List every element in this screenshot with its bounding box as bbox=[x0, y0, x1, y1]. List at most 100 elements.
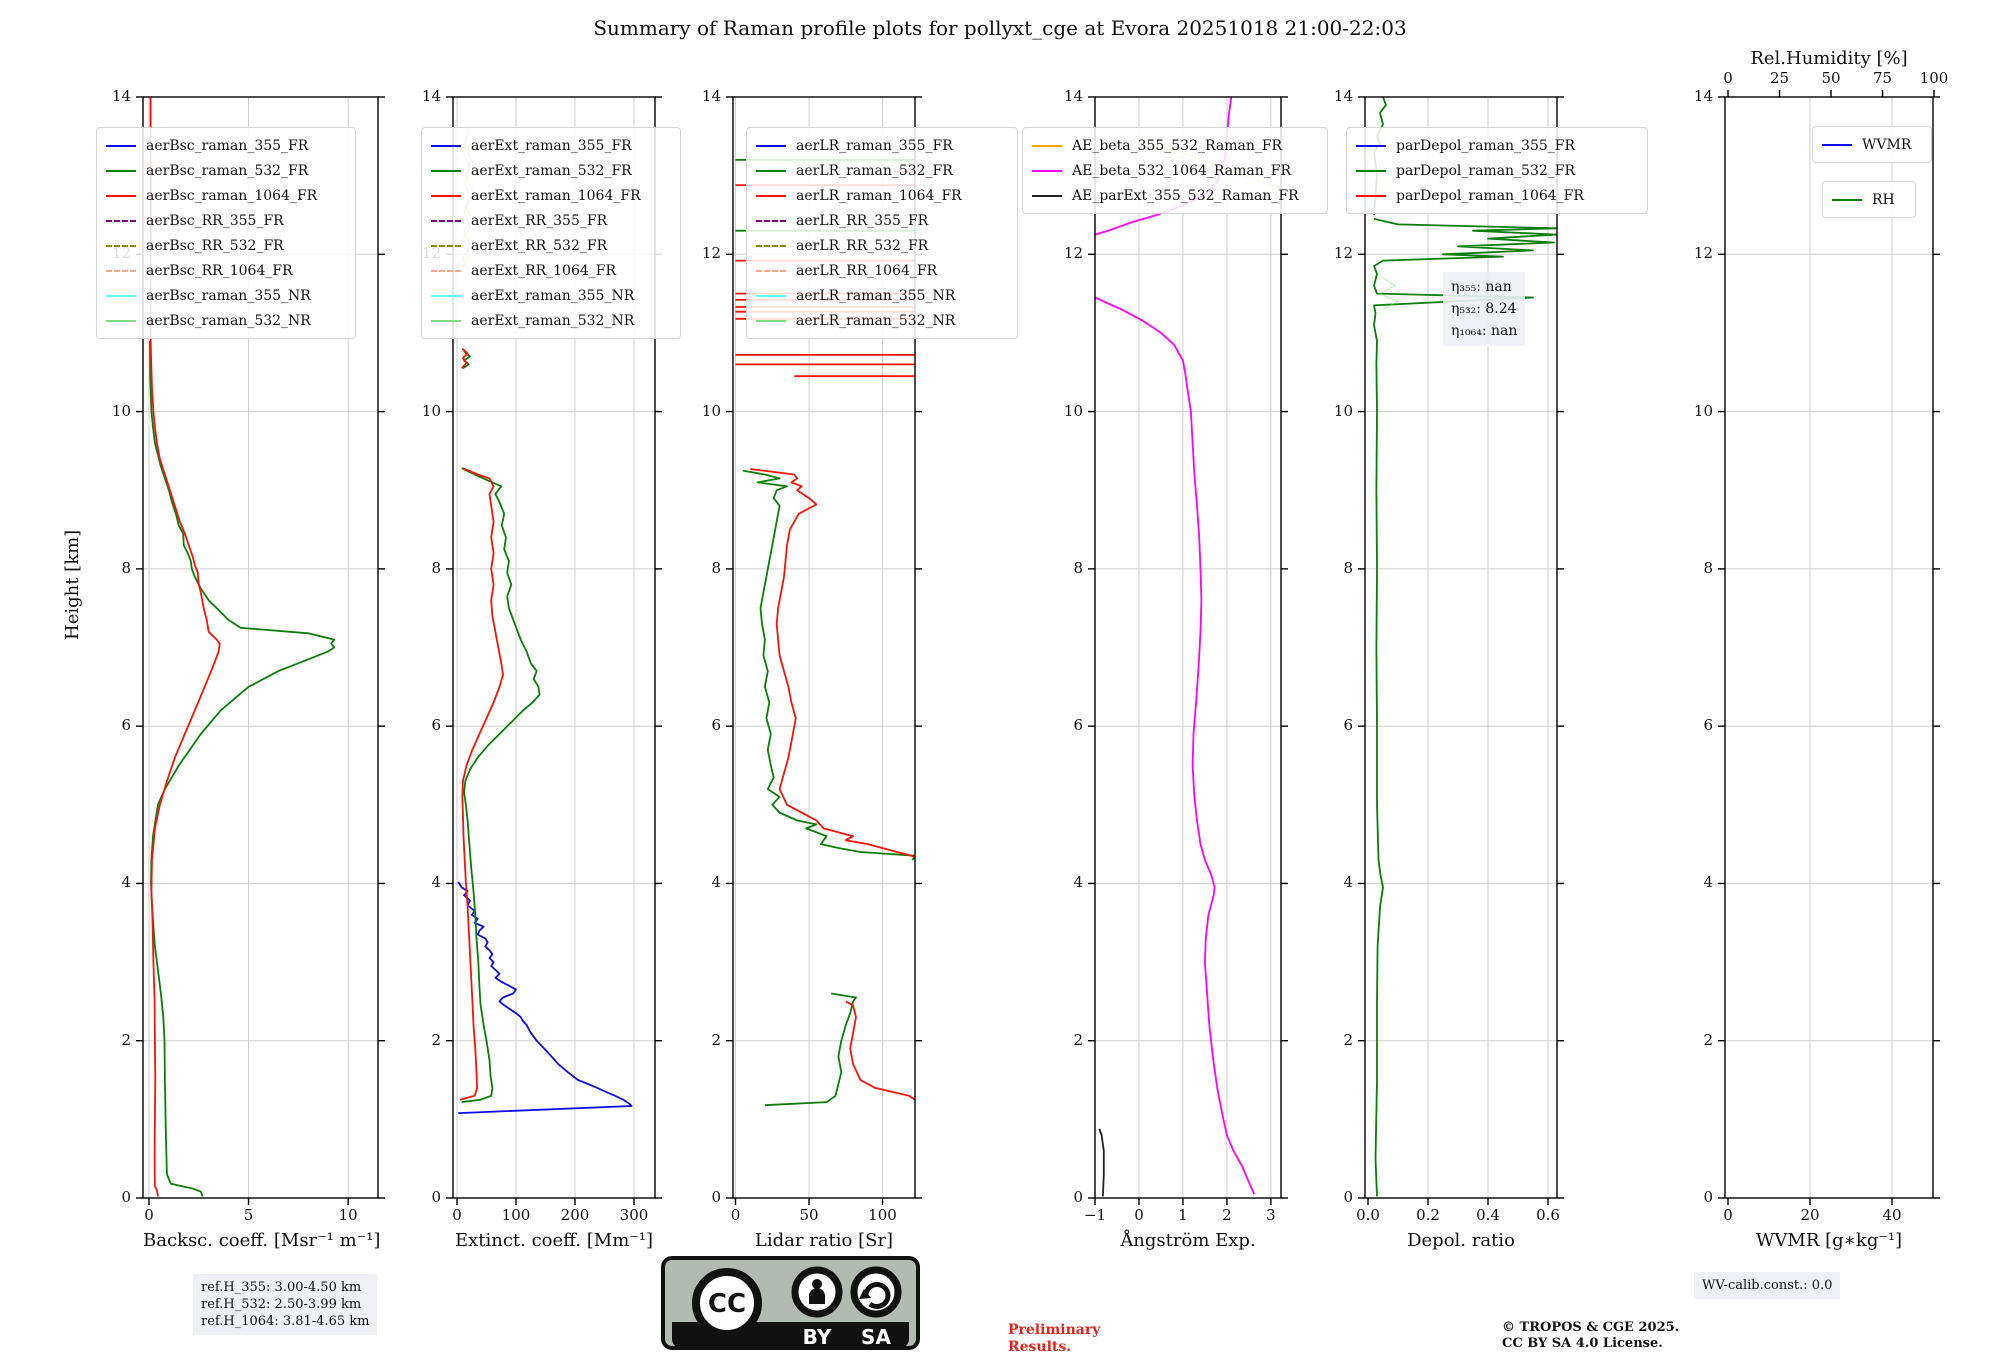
legend-item: AE_parExt_355_532_Raman_FR bbox=[1032, 183, 1318, 208]
x-label-extinction: Extinct. coeff. [Mm⁻¹] bbox=[454, 1230, 654, 1251]
y-tick-3-2: 2 bbox=[1073, 1030, 1083, 1049]
y-tick-1-0: 0 bbox=[431, 1188, 441, 1206]
y-tick-4-0: 0 bbox=[1343, 1188, 1353, 1206]
legend-item: aerBsc_raman_355_NR bbox=[106, 283, 346, 308]
x-label-lidar-ratio: Lidar ratio [Sr] bbox=[754, 1230, 894, 1251]
legend-item: aerLR_raman_532_FR bbox=[756, 158, 1008, 183]
legend-line-sample bbox=[1832, 198, 1862, 201]
legend-line-sample bbox=[1356, 144, 1386, 147]
legend-line-sample bbox=[106, 294, 136, 297]
legend-item: aerExt_RR_1064_FR bbox=[431, 258, 671, 283]
legend-item-label: aerBsc_raman_532_FR bbox=[146, 162, 309, 179]
legend-line-sample bbox=[1032, 144, 1062, 147]
plot-canvas-5 bbox=[1718, 90, 1940, 1205]
legend-item-label: AE_beta_532_1064_Raman_FR bbox=[1072, 162, 1292, 179]
x-tick-0-10: 10 bbox=[338, 1206, 358, 1224]
y-tick-4-2: 2 bbox=[1343, 1030, 1353, 1049]
legend-item: aerLR_RR_1064_FR bbox=[756, 258, 1008, 283]
legend-item-label: aerLR_RR_355_FR bbox=[796, 212, 929, 229]
legend-item-label: aerBsc_raman_355_FR bbox=[146, 137, 309, 154]
y-tick-0-14: 14 bbox=[111, 87, 131, 105]
plot-canvas-3 bbox=[1088, 96, 1288, 1205]
x-tick-1-100: 100 bbox=[501, 1206, 531, 1224]
y-tick-2-14: 14 bbox=[701, 87, 721, 105]
x-tick-4-0.2: 0.2 bbox=[1416, 1206, 1440, 1224]
x-label-backscatter: Backsc. coeff. [Msr⁻¹ m⁻¹] bbox=[143, 1230, 381, 1251]
legend-item-label: aerExt_RR_355_FR bbox=[471, 212, 608, 229]
legend-plot-4-0: parDepol_raman_355_FR parDepol_raman_532_… bbox=[1346, 127, 1648, 214]
y-tick-2-2: 2 bbox=[711, 1030, 721, 1049]
x-tick-3-1: 1 bbox=[1178, 1206, 1188, 1224]
y-tick-1-8: 8 bbox=[431, 558, 441, 577]
legend-item: aerExt_raman_532_FR bbox=[431, 158, 671, 183]
legend-item: aerBsc_raman_532_NR bbox=[106, 308, 346, 333]
copyright-note: © TROPOS & CGE 2025. CC BY SA 4.0 Licens… bbox=[1502, 1320, 1680, 1351]
series-aerLR_raman_1064_FR bbox=[845, 1000, 915, 1101]
y-tick-2-12: 12 bbox=[701, 244, 721, 263]
legend-line-sample bbox=[431, 319, 461, 322]
legend-line-sample bbox=[431, 294, 461, 297]
legend-line-sample bbox=[106, 319, 136, 322]
y-tick-4-6: 6 bbox=[1343, 716, 1353, 735]
legend-line-sample bbox=[431, 269, 461, 272]
x-tick-2-100: 100 bbox=[868, 1206, 897, 1224]
plot-canvas-4 bbox=[1358, 96, 1564, 1205]
legend-item-label: aerExt_raman_1064_FR bbox=[471, 187, 641, 204]
y-tick-3-0: 0 bbox=[1073, 1188, 1083, 1206]
legend-line-sample bbox=[1356, 169, 1386, 172]
legend-item: aerLR_raman_355_FR bbox=[756, 133, 1008, 158]
legend-item-label: aerExt_raman_355_FR bbox=[471, 137, 632, 154]
legend-item-label: aerExt_raman_532_FR bbox=[471, 162, 632, 179]
x-tick-5-40: 40 bbox=[1882, 1206, 1902, 1224]
y-tick-3-6: 6 bbox=[1073, 716, 1083, 735]
series-aerLR_raman_532_FR bbox=[742, 469, 915, 861]
legend-line-sample bbox=[431, 169, 461, 172]
y-tick-0-4: 4 bbox=[121, 873, 131, 892]
x-tick-0-0: 0 bbox=[144, 1206, 154, 1224]
y-tick-3-14: 14 bbox=[1063, 87, 1083, 105]
reference-heights-box: ref.H_355: 3.00-4.50 km ref.H_532: 2.50-… bbox=[193, 1274, 378, 1335]
y-tick-0-6: 6 bbox=[121, 716, 131, 735]
legend-item-label: parDepol_raman_532_FR bbox=[1396, 162, 1576, 179]
y-tick-1-6: 6 bbox=[431, 716, 441, 735]
legend-item: WVMR bbox=[1822, 132, 1922, 157]
legend-line-sample bbox=[756, 219, 786, 222]
legend-item-label: aerLR_raman_532_FR bbox=[796, 162, 953, 179]
legend-item-label: aerExt_raman_355_NR bbox=[471, 287, 635, 304]
legend-item: AE_beta_355_532_Raman_FR bbox=[1032, 133, 1318, 158]
eta-1064-line: η₁₀₆₄: nan bbox=[1451, 323, 1518, 339]
wv-calib-box: WV-calib.const.: 0.0 bbox=[1694, 1272, 1841, 1299]
y-tick-5-14: 14 bbox=[1693, 87, 1713, 105]
x-tick-1-200: 200 bbox=[560, 1206, 590, 1224]
legend-line-sample bbox=[106, 169, 136, 172]
y-tick-0-8: 8 bbox=[121, 558, 131, 577]
x-label-depol: Depol. ratio bbox=[1407, 1230, 1515, 1251]
y-tick-3-12: 12 bbox=[1063, 244, 1083, 263]
legend-line-sample bbox=[756, 269, 786, 272]
legend-item-label: aerLR_RR_532_FR bbox=[796, 237, 929, 254]
series-aerBsc_raman_532_FR bbox=[149, 340, 336, 1197]
eta-532-line: η₅₃₂: 8.24 bbox=[1451, 301, 1517, 317]
y-tick-4-12: 12 bbox=[1333, 244, 1353, 263]
legend-item: parDepol_raman_355_FR bbox=[1356, 133, 1638, 158]
y-tick-2-4: 4 bbox=[711, 873, 721, 892]
x-tick-4-0.6: 0.6 bbox=[1536, 1206, 1560, 1224]
series-AE_parExt_355_532_Raman_FR bbox=[1098, 1128, 1105, 1197]
legend-item: aerBsc_raman_1064_FR bbox=[106, 183, 346, 208]
legend-item: aerLR_RR_355_FR bbox=[756, 208, 1008, 233]
legend-line-sample bbox=[756, 244, 786, 247]
legend-line-sample bbox=[756, 144, 786, 147]
legend-item-label: AE_parExt_355_532_Raman_FR bbox=[1072, 187, 1299, 204]
legend-item-label: aerBsc_RR_355_FR bbox=[146, 212, 284, 229]
y-tick-1-14: 14 bbox=[421, 87, 441, 105]
y-tick-4-8: 8 bbox=[1343, 558, 1353, 577]
series-aerExt_raman_1064_FR bbox=[459, 467, 504, 1101]
legend-line-sample bbox=[431, 244, 461, 247]
x-tick-0-5: 5 bbox=[243, 1206, 254, 1224]
legend-line-sample bbox=[431, 194, 461, 197]
legend-line-sample bbox=[756, 294, 786, 297]
eta-355-line: η₃₅₅: nan bbox=[1451, 279, 1512, 295]
x-tick-5-0: 0 bbox=[1723, 1206, 1733, 1224]
y-tick-2-8: 8 bbox=[711, 558, 721, 577]
rh-tick-75: 75 bbox=[1872, 69, 1893, 87]
